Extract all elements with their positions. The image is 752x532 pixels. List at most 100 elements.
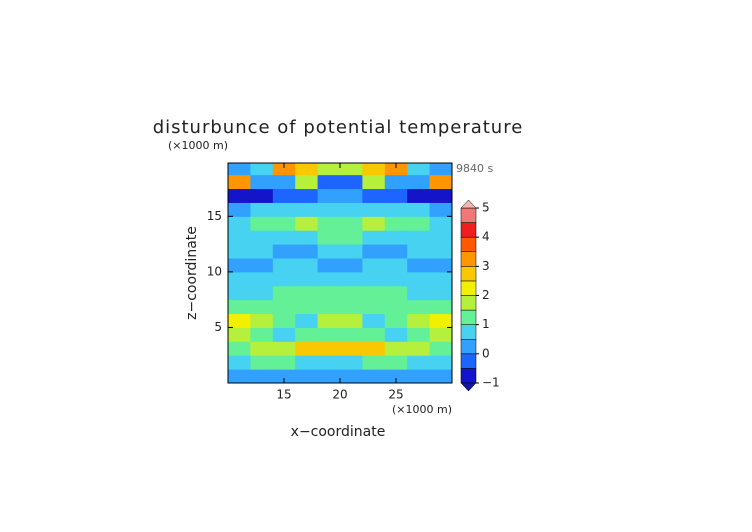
contour-cell <box>250 174 274 190</box>
contour-cell <box>384 216 408 231</box>
contour-cell <box>429 258 452 273</box>
contour-cell <box>384 341 408 356</box>
contour-cell <box>407 369 431 383</box>
contour-cell <box>340 230 363 245</box>
contour-cell <box>272 258 296 273</box>
contour-cell <box>272 285 296 301</box>
contour-cell <box>429 202 452 217</box>
contour-cell <box>340 285 363 301</box>
contour-cell <box>317 327 341 342</box>
contour-cell <box>228 355 251 370</box>
contour-cell <box>384 299 408 315</box>
colorbar-bin <box>460 339 477 355</box>
contour-cell <box>250 163 274 176</box>
colorbar-over <box>460 199 477 209</box>
contour-cell <box>228 258 251 273</box>
contour-cell <box>407 244 431 259</box>
time-label: 9840 s <box>456 162 493 175</box>
contour-cell <box>407 188 431 203</box>
contour-cell <box>340 369 363 383</box>
contour-cell <box>250 285 274 301</box>
contour-cell <box>317 285 341 301</box>
contour-cell <box>250 313 274 328</box>
contour-cell <box>228 313 251 328</box>
contour-cell <box>384 188 408 203</box>
contour-cell <box>228 174 251 190</box>
contour-cell <box>340 341 363 356</box>
contour-cell <box>429 174 452 190</box>
contour-cell <box>384 174 408 190</box>
chart-title: disturbunce of potential temperature <box>153 117 524 138</box>
contour-cell <box>272 244 296 259</box>
contour-cell <box>340 163 363 176</box>
colorbar-bin <box>460 222 477 238</box>
contour-cell <box>362 230 386 245</box>
colorbar-bin <box>460 368 477 384</box>
contour-cell <box>362 313 386 328</box>
contour-cell <box>407 216 431 231</box>
contour-cell <box>295 285 319 301</box>
contour-cell <box>362 271 386 287</box>
contour-cell <box>340 258 363 273</box>
contour-cell <box>362 355 386 370</box>
contour-cell <box>272 216 296 231</box>
contour-cell <box>340 299 363 315</box>
contour-cell <box>272 313 296 328</box>
contour-cell <box>295 174 319 190</box>
contour-cell <box>340 355 363 370</box>
contour-cell <box>429 341 452 356</box>
contour-cell <box>429 355 452 370</box>
y-axis-label: z−coordinate <box>184 226 200 320</box>
contour-cell <box>429 369 452 383</box>
contour-cell <box>272 163 296 176</box>
contour-cell <box>384 202 408 217</box>
colorbar-bin <box>460 295 477 311</box>
contour-cell <box>317 299 341 315</box>
contour-cell <box>340 271 363 287</box>
contour-cell <box>362 327 386 342</box>
x-tick-label: 25 <box>388 388 403 402</box>
contour-cell <box>429 285 452 301</box>
contour-cell <box>407 230 431 245</box>
y-tick-label: 5 <box>214 320 222 334</box>
colorbar-bin <box>460 266 477 282</box>
colorbar-bin <box>460 251 477 267</box>
colorbar-bin <box>460 236 477 253</box>
contour-cell <box>362 174 386 190</box>
contour-cell <box>384 327 408 342</box>
contour-cell <box>272 174 296 190</box>
contour-cell <box>250 202 274 217</box>
contour-cell <box>362 216 386 231</box>
contour-cell <box>250 258 274 273</box>
contour-cell <box>340 216 363 231</box>
contour-cell <box>295 258 319 273</box>
contour-cell <box>340 327 363 342</box>
contour-cell <box>272 327 296 342</box>
colorbar-bin <box>460 280 477 296</box>
contour-cell <box>407 202 431 217</box>
contour-cell <box>295 355 319 370</box>
contour-cell <box>250 299 274 315</box>
colorbar-tick-label: 3 <box>482 259 490 273</box>
contour-cell <box>429 216 452 231</box>
contour-cell <box>407 341 431 356</box>
contour-cell <box>228 341 251 356</box>
contour-cell <box>317 341 341 356</box>
contour-cell <box>250 230 274 245</box>
contour-cell <box>295 327 319 342</box>
contour-cell <box>317 202 341 217</box>
contour-cell <box>317 271 341 287</box>
contour-cell <box>272 355 296 370</box>
contour-cell <box>295 299 319 315</box>
contour-cell <box>384 313 408 328</box>
contour-cell <box>228 244 251 259</box>
contour-cell <box>228 188 251 203</box>
contour-cell <box>228 369 251 383</box>
contour-cell <box>362 244 386 259</box>
contour-cell <box>295 369 319 383</box>
contour-cell <box>384 244 408 259</box>
contour-cell <box>228 327 251 342</box>
contour-cell <box>272 271 296 287</box>
contour-cell <box>295 202 319 217</box>
contour-cell <box>295 188 319 203</box>
